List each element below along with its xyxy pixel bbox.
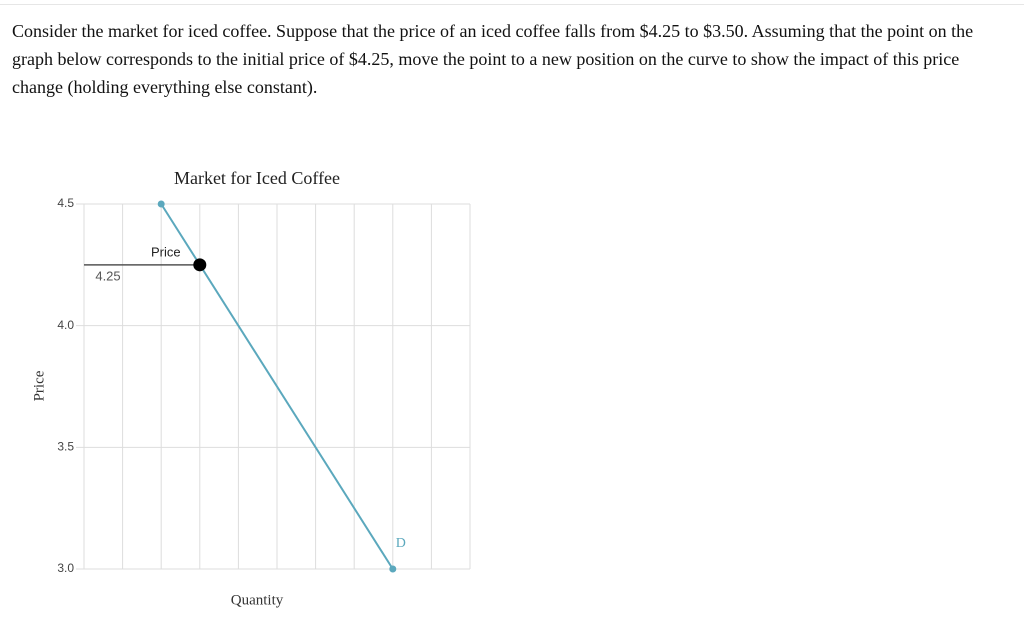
- point-label: Price: [151, 244, 181, 259]
- curve-endpoint: [389, 565, 397, 573]
- x-axis-label: Quantity: [231, 592, 284, 608]
- curve-endpoint: [157, 200, 165, 208]
- question-text: Consider the market for iced coffee. Sup…: [12, 21, 974, 97]
- y-axis-label: Price: [31, 370, 47, 401]
- top-border: [0, 0, 1024, 5]
- chart-title: Market for Iced Coffee: [174, 168, 340, 188]
- series-label: D: [396, 536, 406, 551]
- price-point[interactable]: [193, 258, 207, 272]
- y-tick-label: 3.0: [57, 561, 74, 575]
- price-value-label: 4.25: [95, 268, 120, 283]
- y-tick-label: 3.5: [57, 440, 74, 454]
- y-tick-label: 4.5: [57, 196, 74, 210]
- y-tick-label: 4.0: [57, 318, 74, 332]
